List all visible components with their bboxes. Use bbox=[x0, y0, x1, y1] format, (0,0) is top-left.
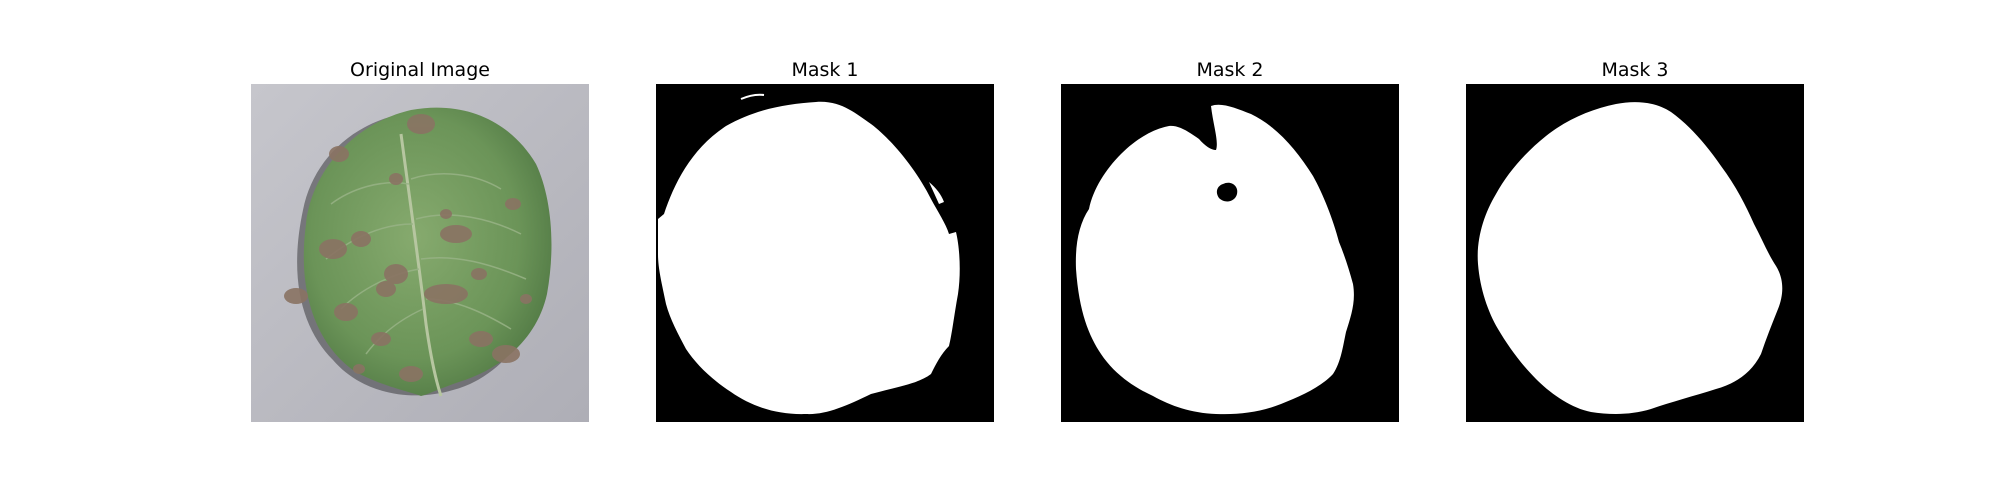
panel-mask-3: Mask 3 bbox=[1466, 56, 1804, 422]
panel-title: Mask 1 bbox=[791, 59, 859, 81]
panel-mask-1: Mask 1 bbox=[656, 56, 994, 422]
panel-title: Mask 3 bbox=[1601, 59, 1669, 81]
panel-mask-2: Mask 2 bbox=[1061, 56, 1399, 422]
panel-original-image: Original Image bbox=[251, 56, 589, 422]
panel-title: Original Image bbox=[350, 59, 490, 81]
leaf-photo bbox=[251, 84, 589, 422]
panel-title: Mask 2 bbox=[1196, 59, 1264, 81]
mask-2-image bbox=[1061, 84, 1399, 422]
mask-3-image bbox=[1466, 84, 1804, 422]
mask-1-image bbox=[656, 84, 994, 422]
